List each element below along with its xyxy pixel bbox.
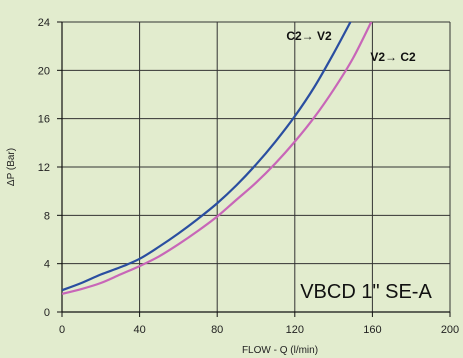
x-tick-label: 120 [286,324,304,336]
y-tick-label: 16 [38,114,50,126]
y-tick-label: 8 [44,210,50,222]
series-label-v2-c2: V2→ C2 [370,50,416,64]
series-label-c2-v2: C2→ V2 [286,29,332,43]
grid [62,21,451,312]
tick-labels: 0 4 8 12 16 20 24 0 40 80 120 160 200 [38,17,459,336]
chart-title: VBCD 1" SE-A [300,281,432,303]
y-tick-label: 20 [38,65,50,77]
y-tick-label: 0 [44,307,50,319]
x-tick-label: 0 [59,324,65,336]
x-tick-label: 40 [133,324,145,336]
series-line-0 [62,22,352,292]
y-tick-label: 4 [44,259,50,271]
x-tick-label: 80 [211,324,223,336]
x-axis-label: FLOW - Q (l/min) [242,345,318,356]
y-tick-label: 24 [38,17,50,29]
y-axis-label: ΔP (Bar) [6,148,17,186]
series-line-1 [62,22,373,295]
series-lines [62,22,373,295]
y-tick-label: 12 [38,162,50,174]
x-tick-label: 160 [363,324,381,336]
axes [57,21,451,317]
x-tick-label: 200 [441,324,459,336]
